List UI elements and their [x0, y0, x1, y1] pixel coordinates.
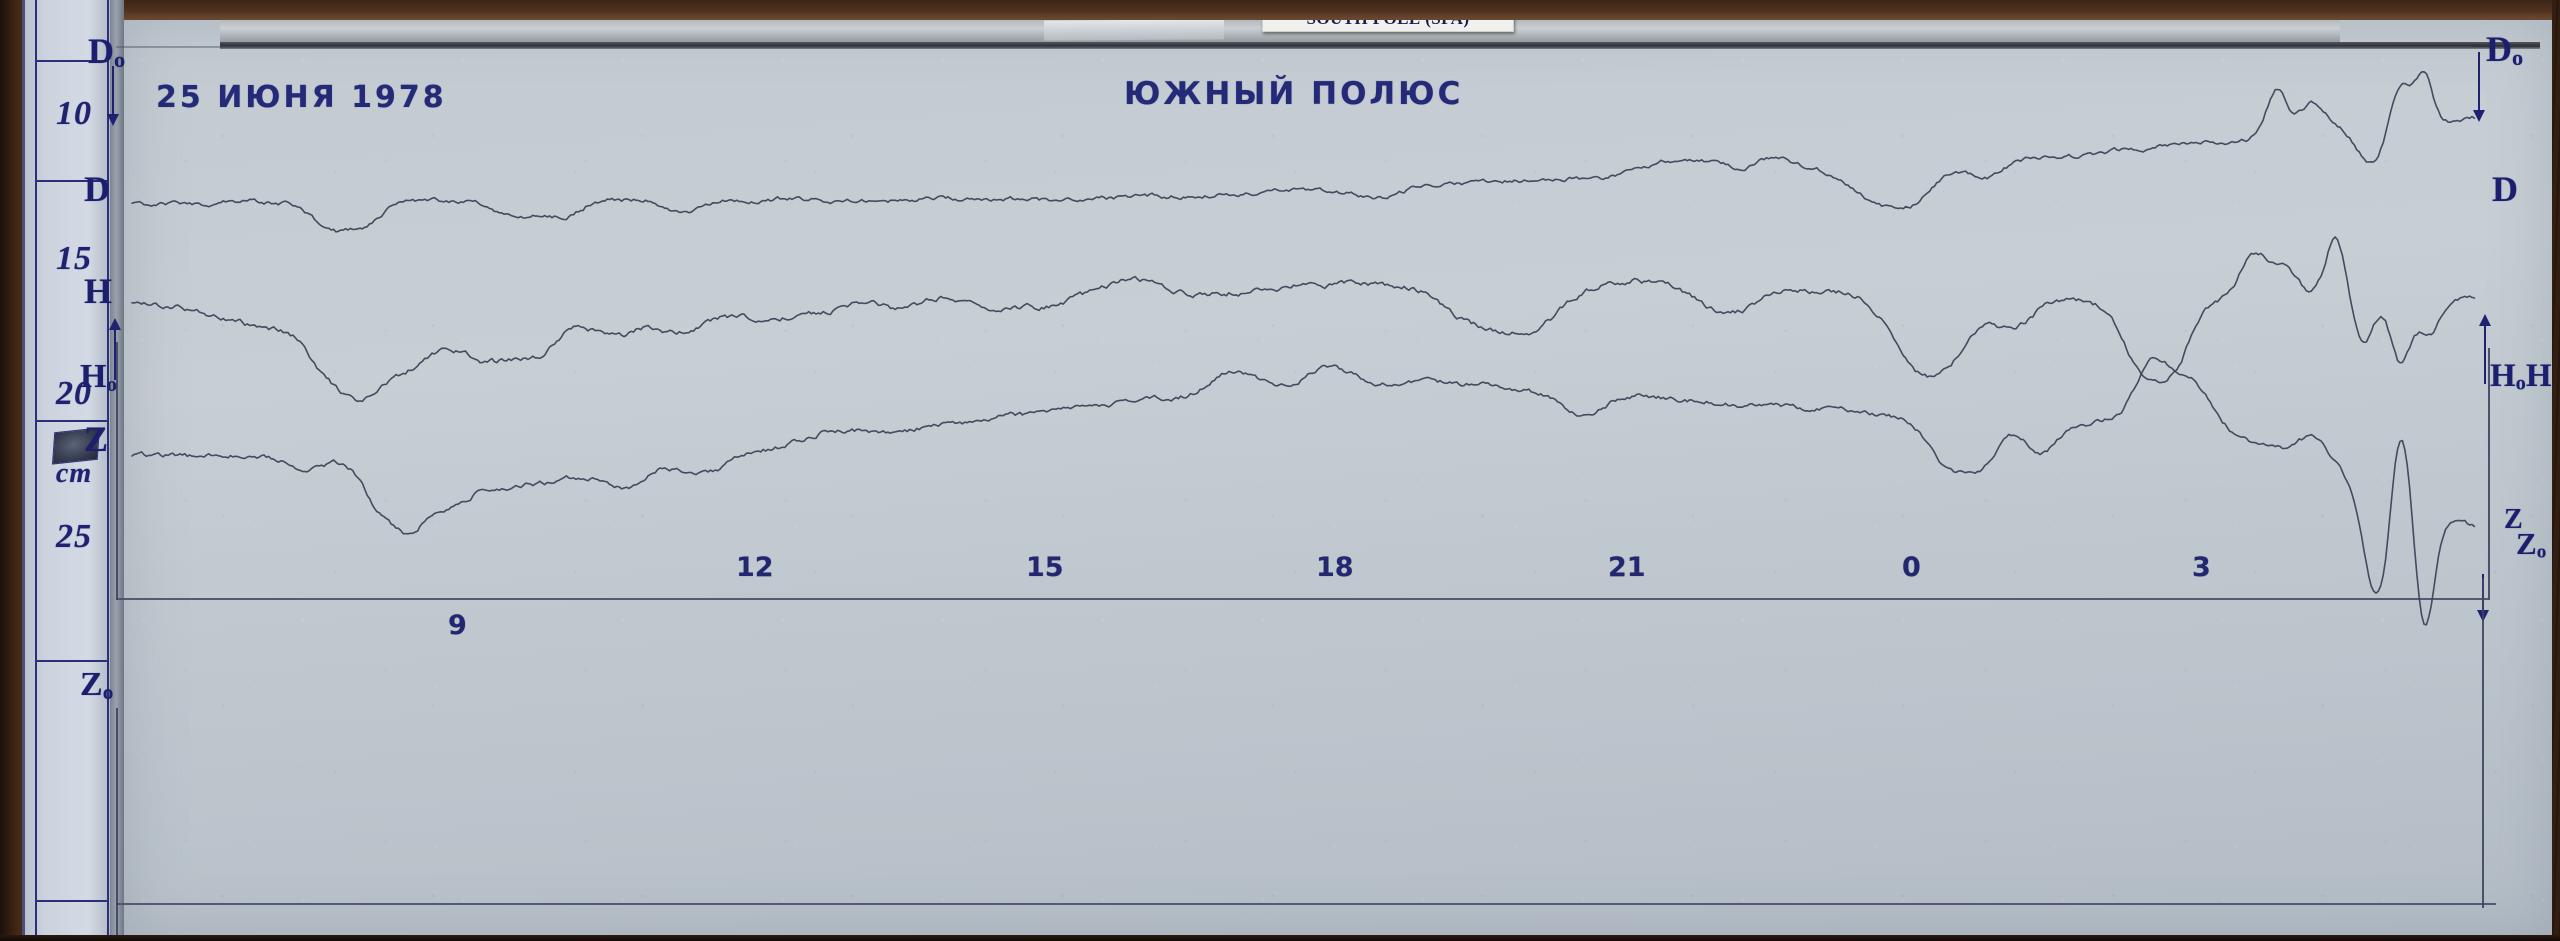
date-stamp: 25 ИЮНЯ 1978: [156, 80, 447, 115]
x-tick-9: 9: [448, 610, 467, 641]
station-title: ЮЖНЫЙ ПОЛЮС: [1124, 76, 1464, 112]
label-z-zero-right-text: Z: [2516, 526, 2537, 561]
ruler-tick: [35, 180, 109, 182]
ruler-strip: 10 15 20 cm 25: [22, 0, 115, 941]
label-z-zero-right: Zo: [2516, 526, 2546, 563]
trace-d-declination: [131, 71, 2476, 233]
ruler-tick: [35, 660, 109, 662]
ruler-mark-20: 20: [56, 375, 92, 412]
frame-bottom-edge: [0, 935, 2560, 941]
label-z-left: Z: [84, 419, 109, 459]
trace-z-vertical: [131, 356, 2476, 626]
label-d-zero-left-text: D: [88, 31, 114, 71]
x-tick-21: 21: [1608, 552, 1646, 583]
paper-top-shadow: [220, 42, 2540, 49]
label-h-zero-right-sub: o: [2515, 372, 2526, 395]
label-h-left: H: [84, 271, 113, 311]
h-zero-left-vertical: [116, 342, 118, 600]
ruler-tick: [35, 420, 109, 422]
ruler-mark-10: 10: [56, 95, 92, 132]
label-d-zero-left-sub: o: [114, 47, 126, 73]
x-tick-3: 3: [2192, 552, 2211, 583]
label-z-zero-right-sub: o: [2536, 541, 2547, 563]
ruler-mark-25: 25: [56, 518, 92, 555]
label-z-zero-left-text: Z: [80, 666, 103, 703]
ruler-inner-border: [35, 0, 109, 941]
label-z-zero-left: Zo: [80, 666, 113, 705]
d-zero-baseline: [116, 46, 2472, 48]
d-zero-arrow-right: [2472, 52, 2486, 122]
label-h-zero-left-sub: o: [106, 371, 117, 396]
z-zero-baseline: [116, 903, 2496, 905]
magnetogram-sheet: 25 ИЮНЯ 1978 ЮЖНЫЙ ПОЛЮС Do D H Ho Z Zo …: [80, 18, 2552, 941]
x-tick-0: 0: [1902, 552, 1921, 583]
frame-top-shadow: [124, 0, 2552, 20]
label-h-zero-right-text: H: [2490, 358, 2516, 394]
label-d-zero-right-text: D: [2486, 29, 2512, 69]
label-h-right: H: [2525, 358, 2552, 394]
x-tick-12: 12: [736, 552, 774, 583]
label-h-zero-left: Ho: [80, 358, 117, 397]
label-h-zero-right: HoH: [2490, 358, 2552, 396]
d-zero-arrow-left: [106, 66, 120, 126]
label-d-left: D: [84, 169, 110, 209]
label-d-zero-right: Do: [2486, 28, 2523, 71]
frame-left-edge: [0, 0, 24, 941]
h-zero-arrow-left: [108, 318, 122, 380]
label-d-zero-right-sub: o: [2512, 45, 2524, 71]
h-zero-right-vertical: [2488, 348, 2490, 600]
z-zero-right-vertical: [2482, 578, 2484, 908]
ruler-mark-15: 15: [56, 240, 92, 277]
ruler-tick: [35, 60, 109, 62]
label-z-zero-left-sub: o: [102, 679, 114, 704]
label-z-right: Z: [2504, 504, 2523, 535]
ruler-unit-cm: cm: [55, 458, 93, 489]
x-tick-15: 15: [1026, 552, 1064, 583]
x-tick-18: 18: [1316, 552, 1354, 583]
z-zero-left-vertical: [116, 708, 118, 941]
ruler-tick: [35, 900, 109, 902]
trace-h-horizontal: [131, 236, 2476, 403]
label-d-zero-left: Do: [88, 30, 125, 73]
label-d-right: D: [2492, 169, 2518, 209]
trace-svg: [131, 71, 2476, 626]
h-zero-arrow-right: [2478, 314, 2492, 384]
label-h-zero-left-text: H: [80, 358, 107, 395]
h-zero-baseline: [116, 598, 2488, 600]
